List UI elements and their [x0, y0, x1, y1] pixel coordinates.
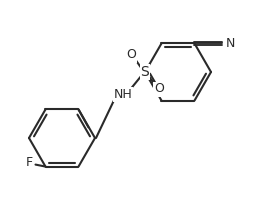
- Text: F: F: [26, 156, 33, 169]
- Text: O: O: [125, 49, 135, 61]
- Text: O: O: [153, 83, 163, 95]
- Text: N: N: [225, 37, 234, 50]
- Text: NH: NH: [113, 88, 132, 100]
- Text: S: S: [140, 65, 149, 79]
